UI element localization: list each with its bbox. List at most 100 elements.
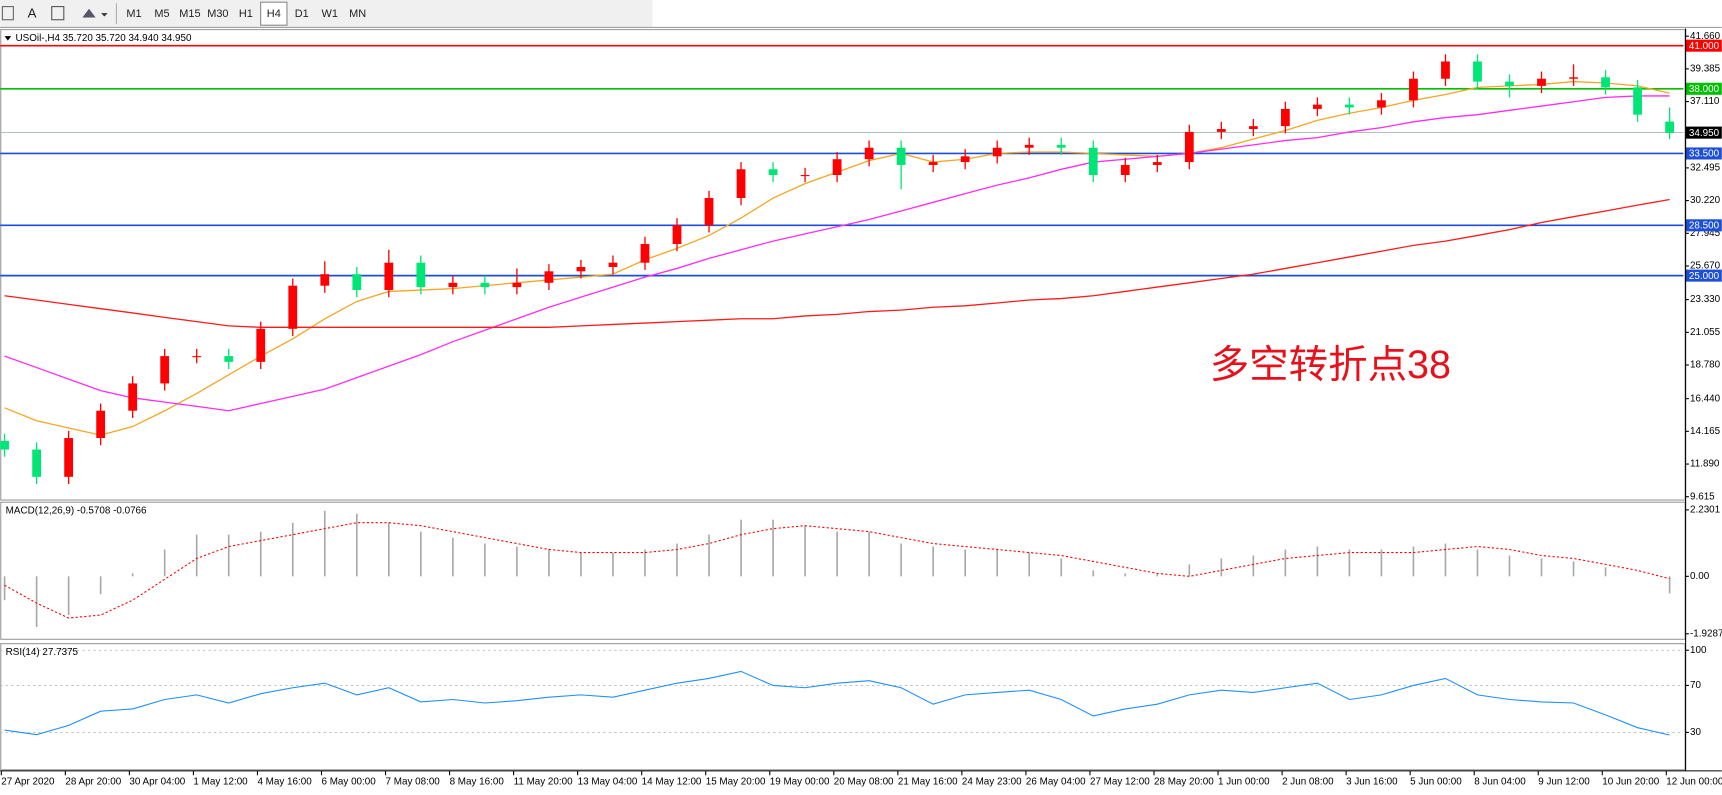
candle-body [416,262,426,288]
timeframe-button[interactable]: M5 [154,8,169,20]
active-button[interactable] [260,1,288,26]
candle-body [352,274,362,290]
candle-body [1024,144,1034,148]
candle-body [448,282,458,288]
level-tag-label: 41.000 [1689,41,1720,52]
x-tick-label: 11 May 20:00 [514,776,574,787]
candle-body [1152,162,1162,165]
candle-body [1537,78,1546,86]
x-tick-label: 1 May 12:00 [193,776,248,787]
signal-line [4,522,1670,619]
x-tick-label: 6 May 00:00 [321,776,376,787]
y-tick-label: 16.440 [1690,393,1721,404]
level-tag [1685,219,1722,232]
timeframe-button[interactable]: M30 [207,8,228,20]
panel-title: USOil-,H4 35.720 35.720 34.940 34.950 [16,33,192,44]
candle-body [480,282,490,288]
y-tick-label: 9.615 [1690,491,1715,502]
panel-frame [0,643,1686,771]
icon-arrows[interactable] [82,8,96,18]
candle-body [768,169,778,176]
candle-body [1473,61,1482,82]
timeframe-button[interactable]: D1 [295,8,309,20]
y-tick-label: 11.890 [1690,459,1720,470]
candle-body [32,449,41,477]
y-tick-label: 100 [1690,645,1707,656]
y-tick-label: 25.670 [1690,261,1721,272]
y-tick-label: -1.9287 [1690,628,1722,639]
x-tick-label: 1 Jun 00:00 [1218,776,1270,787]
candle-body [1409,78,1418,101]
candle-body [1056,144,1066,148]
timeframe-button[interactable]: MN [349,8,366,20]
candle-body [1377,100,1386,108]
timeframe-button[interactable]: H1 [239,8,253,20]
timeframe-button[interactable]: M1 [126,8,141,20]
x-tick-label: 27 May 12:00 [1090,776,1150,787]
x-tick-label: 4 May 16:00 [257,776,312,787]
x-tick-label: 3 Jun 16:00 [1346,776,1398,787]
dropdown[interactable] [101,13,108,17]
x-tick-label: 28 Apr 20:00 [65,776,121,787]
candle-body [704,198,714,226]
candle-body [0,440,9,450]
toolbar-rest [652,0,1722,28]
x-tick-label: 26 May 04:00 [1026,776,1086,787]
font-tool[interactable]: A [28,6,37,21]
y-tick-label: 14.165 [1690,426,1721,437]
candle-body [1216,129,1226,132]
x-tick-label: 15 May 20:00 [706,776,766,787]
candle-body [800,175,810,177]
candle-body [1665,121,1674,133]
y-tick-label: 23.330 [1690,294,1721,305]
timeframe-button[interactable]: H4 [267,8,281,20]
x-tick-label: 21 May 16:00 [898,776,958,787]
candle-body [1312,104,1322,109]
x-tick-label: 14 May 12:00 [642,776,702,787]
rsi-line [4,670,1670,736]
candle-body [1184,131,1194,163]
x-tick-label: 20 May 08:00 [834,776,894,787]
level-tag-label: 38.000 [1689,84,1720,95]
level-tag [1685,39,1722,52]
candle-body [864,147,874,160]
panel-frame [0,501,1686,640]
y-tick-label: 41.660 [1690,31,1721,42]
x-tick-label: 10 Jun 20:00 [1602,776,1660,787]
candle-body [384,262,394,290]
candle-body [960,156,970,163]
y-tick-label: 2.2301 [1690,505,1720,516]
candle-body [1088,147,1098,176]
candle-body [192,356,202,358]
icon-text-label[interactable] [51,6,65,21]
y-tick-label: 18.780 [1690,360,1721,371]
candle-body [896,147,906,165]
y-tick-label: 32.495 [1690,163,1721,174]
timeframe-button[interactable]: W1 [322,8,338,20]
candle-body [640,244,650,263]
candle-body [544,271,554,283]
x-tick-label: 13 May 04:00 [578,776,638,787]
candle-body [96,410,106,439]
candle-body [1345,104,1354,108]
toolbar-bg [0,0,653,28]
candle-body [64,438,74,477]
x-tick-label: 28 May 20:00 [1154,776,1214,787]
candle-body [1280,108,1290,127]
toolbar: A M1 M5 M15 M30 H1 H4 D1 W1 MN [0,0,1722,28]
icon-list[interactable] [1,6,14,21]
level-tag-label: 25.000 [1689,271,1720,282]
timeframe-button[interactable]: M15 [179,8,200,20]
level-tag-label: 34.950 [1689,128,1720,139]
level-tag [1685,269,1722,282]
moving-average [4,198,1670,328]
candle-body [256,328,266,362]
y-tick-label: 27.945 [1690,228,1721,239]
x-tick-label: 12 Jun 00:00 [1666,776,1722,787]
level-tag [1685,147,1722,160]
level-tag-label: 28.500 [1689,220,1720,231]
candle-body [928,162,938,165]
x-tick-label: 9 Jun 12:00 [1538,776,1590,787]
y-tick-label: 21.055 [1690,327,1721,338]
